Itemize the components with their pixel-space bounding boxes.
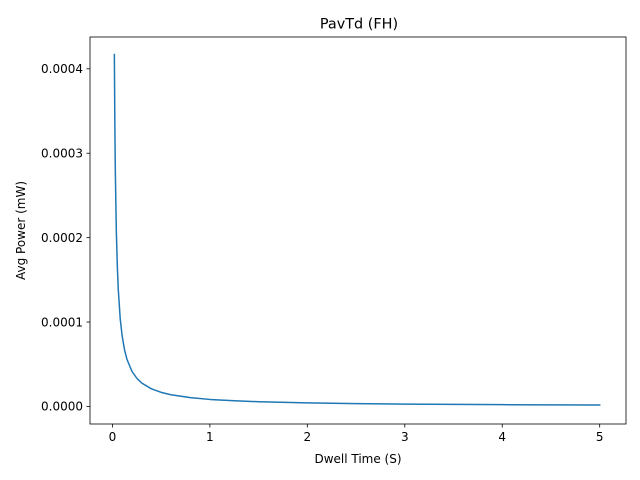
plot-area: [113, 53, 601, 406]
chart-title: PavTd (FH): [320, 17, 398, 33]
x-tick-label: 2: [304, 430, 312, 444]
x-axis-label: Dwell Time (S): [314, 452, 401, 466]
series-line: [113, 53, 601, 406]
x-tick-label: 4: [498, 430, 506, 444]
y-axis-label: Avg Power (mW): [14, 181, 28, 280]
x-tick-label: 0: [109, 430, 117, 444]
axis-ticks: 0 1 2 3 4 5 0.0000 0.0001 0.0002 0.0003 0.0004: [41, 62, 604, 444]
x-tick-label: 5: [596, 430, 604, 444]
x-tick-label: 3: [401, 430, 409, 444]
y-tick-label: 0.0000: [41, 400, 83, 414]
y-tick-label: 0.0001: [41, 315, 83, 329]
y-tick-label: 0.0004: [41, 62, 83, 76]
y-tick-label: 0.0003: [41, 147, 83, 161]
y-tick-label: 0.0002: [41, 231, 83, 245]
axes-frame: [89, 36, 627, 425]
x-tick-label: 1: [206, 430, 214, 444]
